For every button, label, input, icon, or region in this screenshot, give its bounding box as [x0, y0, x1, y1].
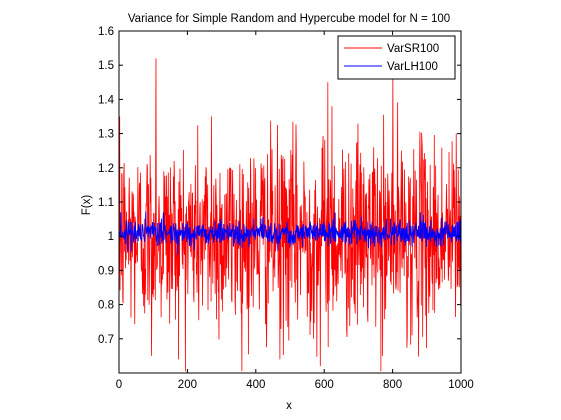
y-axis: 0.7 0.8 0.9 1 1.1 1.2 1.3 1.4 1.5 1.6: [98, 26, 461, 346]
chart-title: Variance for Simple Random and Hypercube…: [128, 13, 450, 25]
y-axis-label: F(x): [81, 195, 93, 216]
y-tick-label: 1.6: [98, 26, 114, 38]
y-tick-label: 1.3: [98, 129, 114, 141]
x-tick-label: 400: [246, 379, 265, 391]
legend: VarSR100 VarLH100: [337, 35, 456, 80]
y-tick-label: 1: [108, 231, 114, 243]
x-tick-label: 800: [383, 379, 402, 391]
legend-entry-label: VarLH100: [387, 61, 438, 73]
legend-entry-label: VarSR100: [387, 43, 439, 55]
y-tick-label: 0.9: [98, 265, 114, 277]
plot-area: 0 200 400 600 800 1000 0.7 0.8 0.9 1 1.1 1.2 1.3 1.4…: [98, 26, 474, 391]
y-tick-label: 0.7: [98, 334, 114, 346]
y-tick-label: 1.4: [98, 94, 115, 106]
x-tick-label: 0: [116, 379, 122, 391]
legend-box: [337, 35, 456, 80]
x-axis: 0 200 400 600 800 1000: [116, 31, 474, 391]
series-line-varlh100: [118, 211, 462, 256]
series-layer: [118, 58, 462, 372]
x-tick-label: 600: [315, 379, 334, 391]
y-tick-label: 1.5: [98, 60, 114, 72]
x-axis-label: x: [286, 400, 292, 412]
x-tick-label: 1000: [448, 379, 474, 391]
y-tick-label: 1.1: [98, 197, 114, 209]
y-tick-label: 0.8: [98, 300, 114, 312]
y-tick-label: 1.2: [98, 163, 114, 175]
x-tick-label: 200: [178, 379, 197, 391]
